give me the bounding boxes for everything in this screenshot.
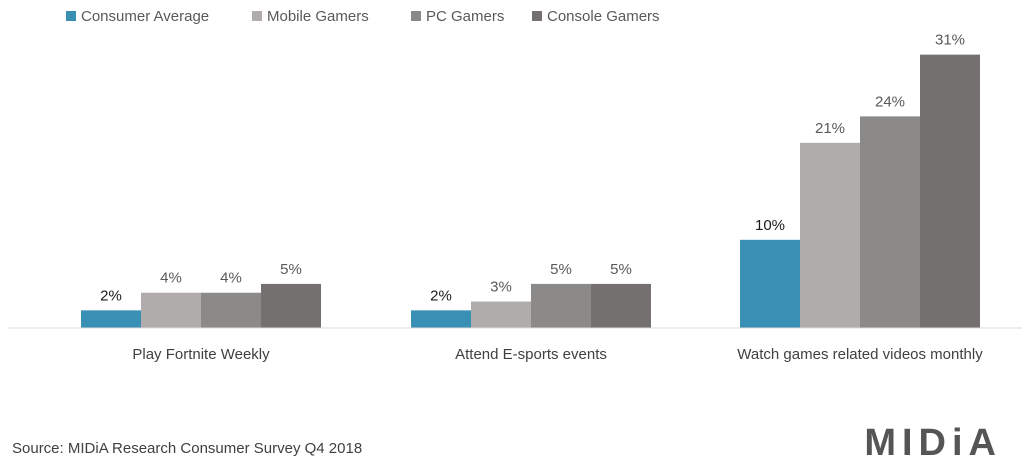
bar-1-1 <box>471 301 531 328</box>
bar-2-2 <box>860 116 920 328</box>
value-label-1-2: 5% <box>550 261 572 278</box>
value-label-0-2: 4% <box>220 270 242 287</box>
legend-swatch-2 <box>411 11 421 21</box>
legend-swatch-1 <box>252 11 262 21</box>
category-label-1: Attend E-sports events <box>455 346 607 363</box>
legend-label-2: PC Gamers <box>426 8 504 25</box>
value-label-0-0: 2% <box>100 287 122 304</box>
value-label-1-0: 2% <box>430 287 452 304</box>
value-label-1-1: 3% <box>490 279 512 296</box>
legend-swatch-3 <box>532 11 542 21</box>
bar-0-1 <box>141 292 201 328</box>
bar-1-3 <box>591 283 651 328</box>
legend-label-1: Mobile Gamers <box>267 8 369 25</box>
bar-0-2 <box>201 292 261 328</box>
value-label-2-3: 31% <box>935 32 965 49</box>
legend: Consumer Average Mobile Gamers PC Gamers Co… <box>66 8 660 25</box>
category-label-2: Watch games related videos monthly <box>737 346 983 363</box>
value-label-2-2: 24% <box>875 93 905 110</box>
category-label-0: Play Fortnite Weekly <box>132 346 270 363</box>
bar-1-0 <box>411 310 471 328</box>
legend-swatch-0 <box>66 11 76 21</box>
value-label-2-1: 21% <box>815 120 845 137</box>
legend-label-0: Consumer Average <box>81 8 209 25</box>
legend-label-3: Console Gamers <box>547 8 660 25</box>
source-note: Source: MIDiA Research Consumer Survey Q… <box>12 440 363 457</box>
bar-0-0 <box>81 310 141 328</box>
midia-logo: MIDiA <box>864 422 1002 464</box>
value-label-0-3: 5% <box>280 261 302 278</box>
bar-2-1 <box>800 142 860 328</box>
value-label-1-3: 5% <box>610 261 632 278</box>
value-labels: 2% 4% 4% 5% 2% 3% 5% 5% 10% 21% 24% 31% <box>100 32 965 305</box>
bars <box>81 54 980 329</box>
value-label-2-0: 10% <box>755 217 785 234</box>
bar-2-0 <box>740 239 800 328</box>
category-labels: Play Fortnite Weekly Attend E-sports even… <box>132 346 983 363</box>
bar-2-3 <box>920 54 980 329</box>
bar-1-2 <box>531 283 591 328</box>
value-label-0-1: 4% <box>160 270 182 287</box>
bar-0-3 <box>261 283 321 328</box>
